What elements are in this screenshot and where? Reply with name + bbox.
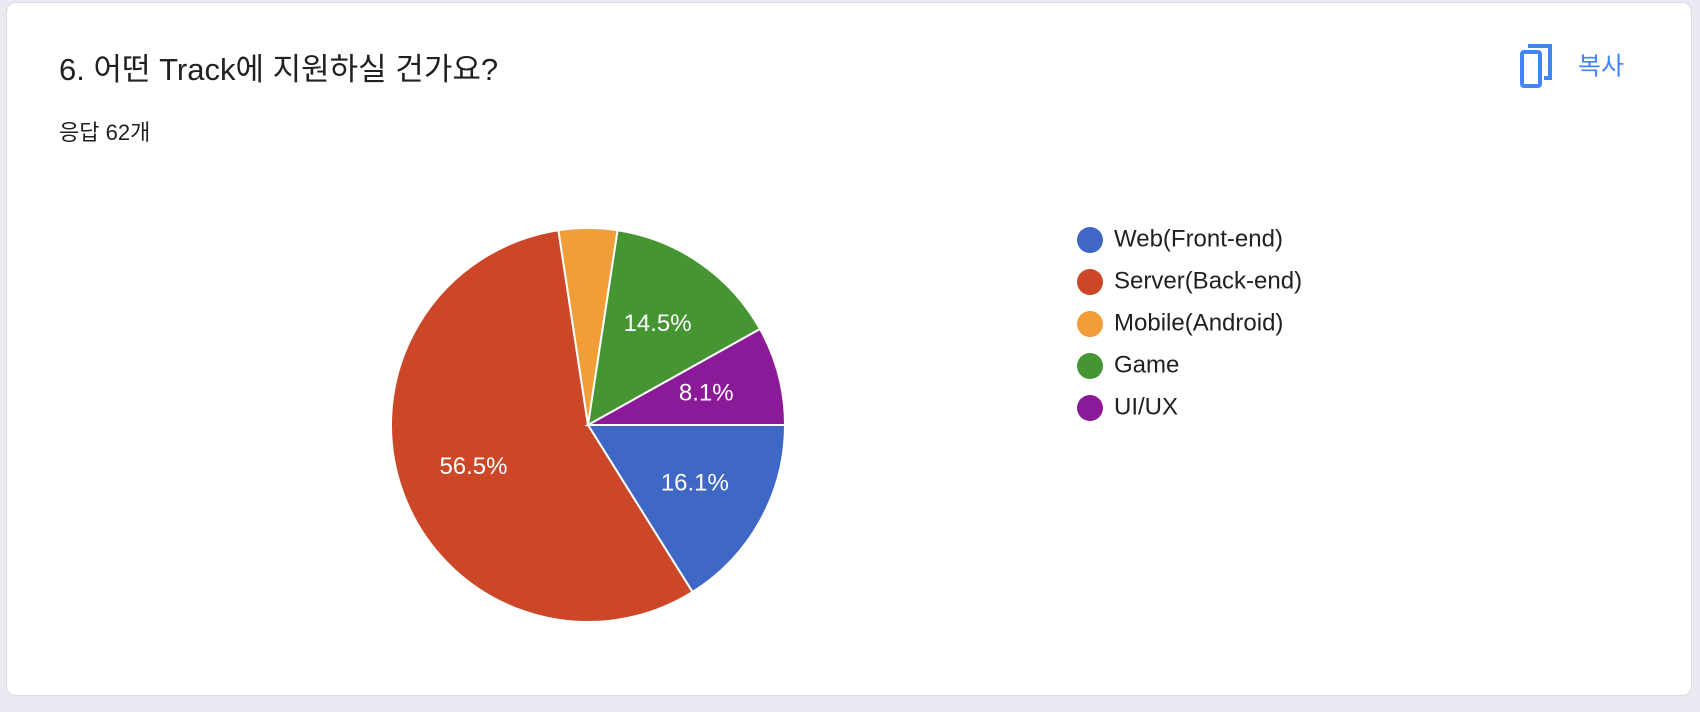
legend-swatch <box>1077 269 1103 295</box>
legend-label: Server(Back-end) <box>1114 267 1302 294</box>
slice-label: 14.5% <box>624 310 692 337</box>
legend-swatch <box>1077 353 1103 379</box>
copy-icon <box>1528 44 1552 80</box>
legend-swatch <box>1077 395 1103 421</box>
pie-slice <box>586 424 787 594</box>
pie-slice <box>390 229 694 623</box>
legend-label: Mobile(Android) <box>1114 309 1283 336</box>
copy-label[interactable]: 복사 <box>1578 53 1624 81</box>
card <box>6 2 1692 696</box>
copy-icon <box>1520 50 1542 88</box>
chart-subtitle: 응답 62개 <box>59 120 150 145</box>
chart-title: 6. 어떤 Track에 지원하실 건가요? <box>59 52 498 87</box>
slice-label: 56.5% <box>439 453 507 480</box>
legend-swatch <box>1077 227 1103 253</box>
slice-label: 16.1% <box>661 470 729 497</box>
legend-label: UI/UX <box>1114 393 1178 420</box>
legend-swatch <box>1077 311 1103 337</box>
pie-slice <box>584 327 787 426</box>
legend-label: Web(Front-end) <box>1114 225 1283 252</box>
legend-label: Game <box>1114 351 1179 378</box>
copy-button[interactable]: 복사 <box>1520 44 1624 88</box>
slice-label: 8.1% <box>679 380 734 407</box>
pie-slice <box>586 229 762 427</box>
